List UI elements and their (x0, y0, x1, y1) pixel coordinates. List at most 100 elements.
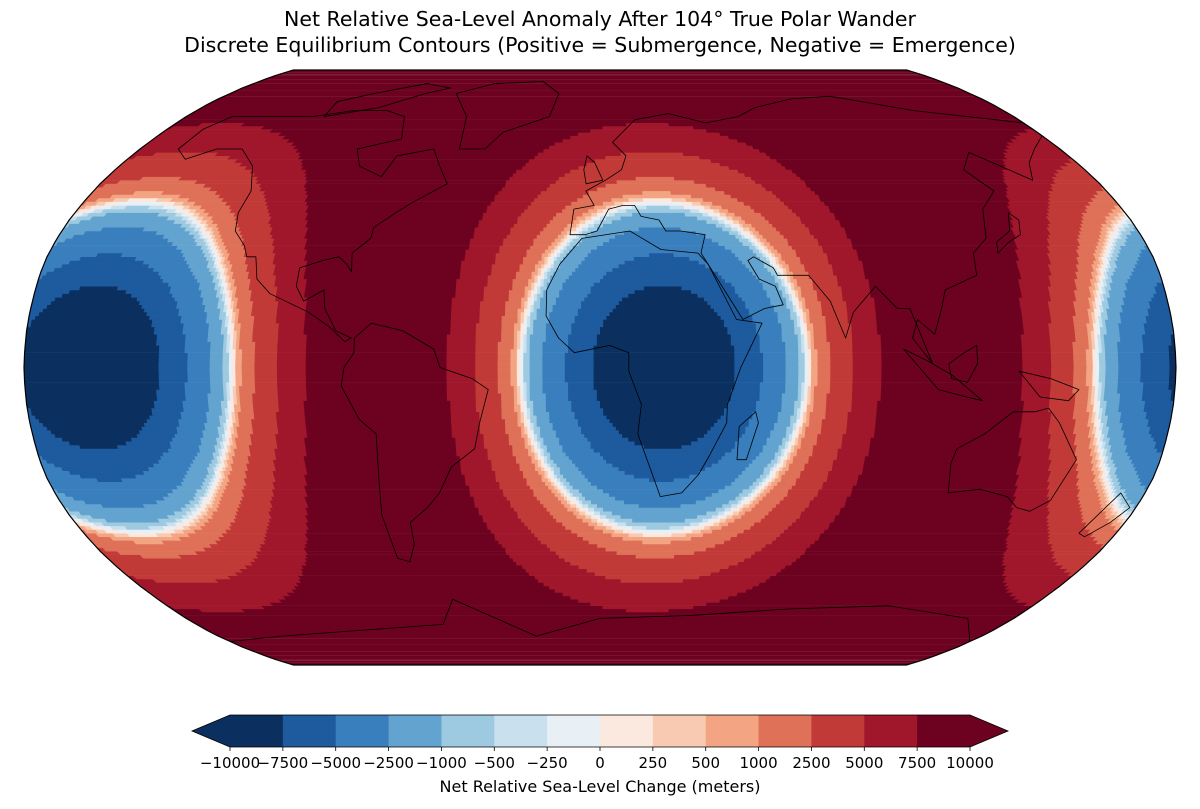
contour-band-cell (806, 323, 815, 328)
contour-band-cell (505, 300, 523, 305)
contour-band-cell (167, 282, 201, 287)
contour-band-cell (877, 330, 1025, 335)
contour-band-cell (810, 389, 815, 394)
contour-band-cell (524, 430, 529, 435)
contour-band-cell (784, 565, 1008, 569)
contour-band-cell (1120, 315, 1148, 320)
contour-band-cell (542, 356, 566, 361)
contour-band-cell (758, 582, 1009, 587)
contour-band-cell (1059, 166, 1086, 170)
contour-band-cell (1047, 198, 1095, 202)
contour-band-cell (829, 522, 1013, 527)
contour-band-cell (570, 227, 578, 232)
contour-band-cell (556, 518, 584, 523)
contour-band-cell (235, 219, 271, 224)
contour-band-cell (194, 238, 206, 243)
contour-band-cell (99, 180, 122, 184)
contour-band-cell (505, 180, 557, 184)
contour-band-cell (277, 374, 307, 379)
contour-band-cell (218, 230, 243, 235)
contour-band-cell (497, 382, 512, 387)
contour-band-cell (203, 522, 233, 527)
contour-band-cell (1085, 352, 1094, 357)
contour-band-cell (1107, 315, 1122, 320)
contour-band-cell (1045, 216, 1085, 221)
contour-band-cell (1106, 312, 1122, 316)
contour-band-cell (305, 478, 467, 482)
contour-band-cell (721, 525, 752, 530)
contour-band-cell (602, 518, 610, 523)
contour-band-cell (1084, 208, 1115, 213)
contour-band-cell (779, 230, 812, 235)
contour-band-cell (483, 444, 514, 449)
contour-band-cell (752, 481, 761, 486)
contour-band-cell (1014, 496, 1051, 501)
contour-band-cell (763, 363, 787, 368)
contour-band-cell (241, 367, 256, 372)
contour-band-cell (520, 371, 525, 376)
contour-band-cell (724, 452, 761, 457)
contour-band-cell (542, 363, 566, 368)
contour-band-cell (1005, 187, 1054, 192)
contour-band-cell (275, 455, 306, 460)
contour-band-cell (1119, 485, 1147, 490)
contour-band-cell (790, 452, 798, 457)
contour-band-cell (875, 422, 1023, 427)
contour-band-cell (534, 575, 606, 580)
contour-band-cell (762, 496, 785, 501)
contour-band-cell (545, 396, 570, 401)
contour-band-cell (587, 478, 651, 482)
contour-band-cell (510, 382, 518, 387)
contour-band-cell (176, 300, 204, 305)
contour-band-cell (1001, 159, 1073, 163)
contour-band-cell (707, 212, 716, 217)
contour-band-cell (759, 337, 783, 342)
contour-band-cell (605, 575, 701, 580)
contour-band-cell (540, 286, 548, 291)
contour-band-cell (1021, 437, 1052, 442)
contour-band-cell (1100, 400, 1108, 405)
contour-band-cell (762, 286, 780, 291)
contour-band-cell (1118, 323, 1146, 328)
contour-band-cell (1087, 297, 1096, 302)
contour-band-cell (734, 356, 765, 361)
contour-band-cell (211, 511, 239, 516)
contour-band-cell (1016, 245, 1050, 250)
contour-band-cell (42, 466, 64, 471)
contour-band-cell (593, 378, 736, 383)
contour-band-cell (174, 297, 205, 302)
contour-band-cell (574, 319, 605, 324)
contour-band-cell (715, 223, 726, 228)
contour-band-cell (577, 308, 614, 313)
contour-band-cell (252, 558, 308, 562)
contour-band-cell (460, 463, 493, 468)
contour-band-cell (577, 312, 611, 316)
contour-band-cell (530, 529, 573, 534)
contour-band-cell (703, 525, 712, 530)
contour-band-cell (794, 404, 802, 409)
contour-band-cell (692, 125, 1034, 130)
contour-band-cell (305, 352, 448, 357)
contour-band-cell (524, 289, 529, 294)
contour-band-cell (542, 374, 566, 379)
contour-band-cell (1169, 374, 1176, 379)
contour-band-cell (553, 459, 573, 464)
contour-band-cell (54, 492, 68, 497)
contour-band-cell (1003, 565, 1065, 569)
contour-band-cell (646, 205, 671, 210)
contour-band-cell (546, 444, 564, 449)
contour-band-cell (863, 463, 1021, 468)
contour-band-cell (830, 374, 854, 379)
contour-band-cell (1019, 300, 1050, 305)
contour-band-cell (451, 300, 482, 305)
contour-band-cell (446, 348, 477, 353)
contour-band-cell (600, 511, 613, 516)
contour-band-cell (759, 393, 783, 398)
contour-band-cell (578, 496, 586, 501)
contour-band-cell (755, 404, 783, 409)
contour-band-cell (304, 293, 457, 298)
contour-band-cell (475, 326, 503, 331)
contour-band-cell (173, 529, 186, 534)
contour-band-cell (1016, 478, 1050, 482)
contour-band-cell (304, 437, 457, 442)
